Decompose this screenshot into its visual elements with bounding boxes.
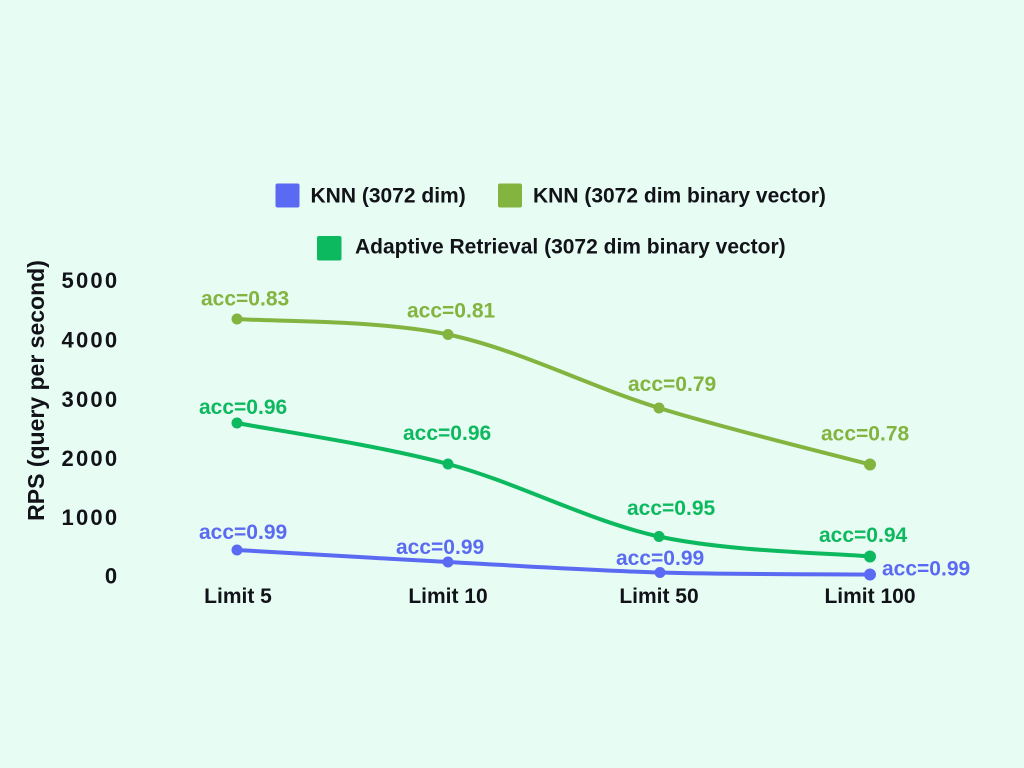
svg-text:Limit 5: Limit 5 — [204, 585, 272, 608]
svg-text:Limit 10: Limit 10 — [408, 585, 487, 608]
svg-text:acc=0.99: acc=0.99 — [199, 521, 287, 544]
svg-text:4000: 4000 — [62, 328, 120, 353]
svg-text:acc=0.95: acc=0.95 — [627, 497, 715, 520]
svg-text:Limit 100: Limit 100 — [824, 585, 915, 608]
svg-text:KNN (3072 dim binary vector): KNN (3072 dim binary vector) — [533, 185, 826, 208]
svg-text:acc=0.81: acc=0.81 — [407, 300, 495, 323]
svg-text:acc=0.99: acc=0.99 — [396, 536, 484, 559]
svg-text:acc=0.99: acc=0.99 — [882, 558, 970, 581]
svg-text:Adaptive Retrieval (3072 dim b: Adaptive Retrieval (3072 dim binary vect… — [355, 236, 786, 259]
svg-text:acc=0.94: acc=0.94 — [819, 524, 907, 547]
svg-text:2000: 2000 — [62, 446, 120, 471]
svg-text:1000: 1000 — [62, 505, 120, 530]
svg-text:KNN (3072 dim): KNN (3072 dim) — [311, 185, 466, 208]
svg-text:Limit 50: Limit 50 — [619, 585, 698, 608]
svg-text:acc=0.79: acc=0.79 — [628, 373, 716, 396]
svg-text:5000: 5000 — [62, 268, 120, 293]
svg-text:0: 0 — [105, 564, 119, 589]
svg-text:acc=0.78: acc=0.78 — [821, 423, 909, 446]
svg-text:3000: 3000 — [62, 387, 120, 412]
svg-text:acc=0.83: acc=0.83 — [201, 288, 289, 311]
svg-text:RPS (query per second): RPS (query per second) — [23, 260, 49, 521]
svg-text:acc=0.96: acc=0.96 — [199, 396, 287, 419]
svg-text:acc=0.96: acc=0.96 — [403, 422, 491, 445]
svg-text:acc=0.99: acc=0.99 — [616, 547, 704, 570]
